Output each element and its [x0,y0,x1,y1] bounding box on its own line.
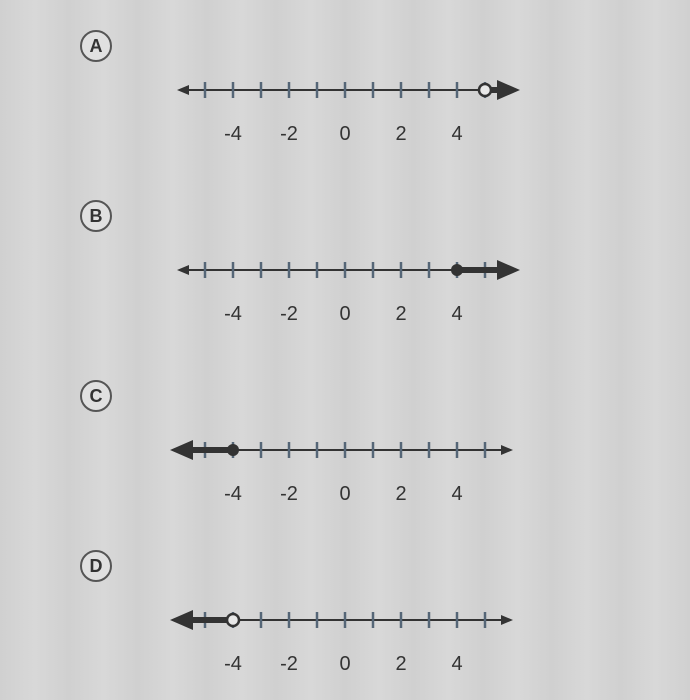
tick-label: 0 [339,303,350,326]
numberline-c: -4 -2 0 2 4 [165,430,525,507]
tick-label: 0 [339,653,350,676]
tick-label: -4 [224,303,242,326]
tick-label: -4 [224,483,242,506]
numberline-b: -4 -2 0 2 4 [165,250,525,327]
tick-label: 0 [339,123,350,146]
tick-label: -2 [280,303,298,326]
option-c[interactable]: C [80,380,112,412]
tick-label: -4 [224,653,242,676]
point-marker [479,84,491,96]
option-letter-a: A [80,30,112,62]
numberline-a: -4 -2 0 2 4 [165,70,525,147]
tick-label: -4 [224,123,242,146]
option-letter-c: C [80,380,112,412]
tick-labels: -4 -2 0 2 4 [165,123,525,147]
tick-label: -2 [280,123,298,146]
point-marker [227,444,239,456]
point-marker [227,614,239,626]
tick-label: 2 [395,123,406,146]
tick-label: 4 [451,653,462,676]
tick-label: 0 [339,483,350,506]
tick-label: -2 [280,653,298,676]
option-letter-d: D [80,550,112,582]
tick-label: -2 [280,483,298,506]
option-a[interactable]: A [80,30,112,62]
option-d[interactable]: D [80,550,112,582]
tick-labels: -4 -2 0 2 4 [165,303,525,327]
tick-label: 4 [451,123,462,146]
tick-labels: -4 -2 0 2 4 [165,653,525,677]
tick-label: 2 [395,483,406,506]
option-b[interactable]: B [80,200,112,232]
numberline-svg [165,250,525,290]
numberline-d: -4 -2 0 2 4 [165,600,525,677]
numberline-svg [165,600,525,640]
tick-label: 2 [395,303,406,326]
tick-label: 4 [451,303,462,326]
numberline-svg [165,70,525,110]
tick-label: 2 [395,653,406,676]
numberline-svg [165,430,525,470]
tick-labels: -4 -2 0 2 4 [165,483,525,507]
option-letter-b: B [80,200,112,232]
point-marker [451,264,463,276]
tick-label: 4 [451,483,462,506]
